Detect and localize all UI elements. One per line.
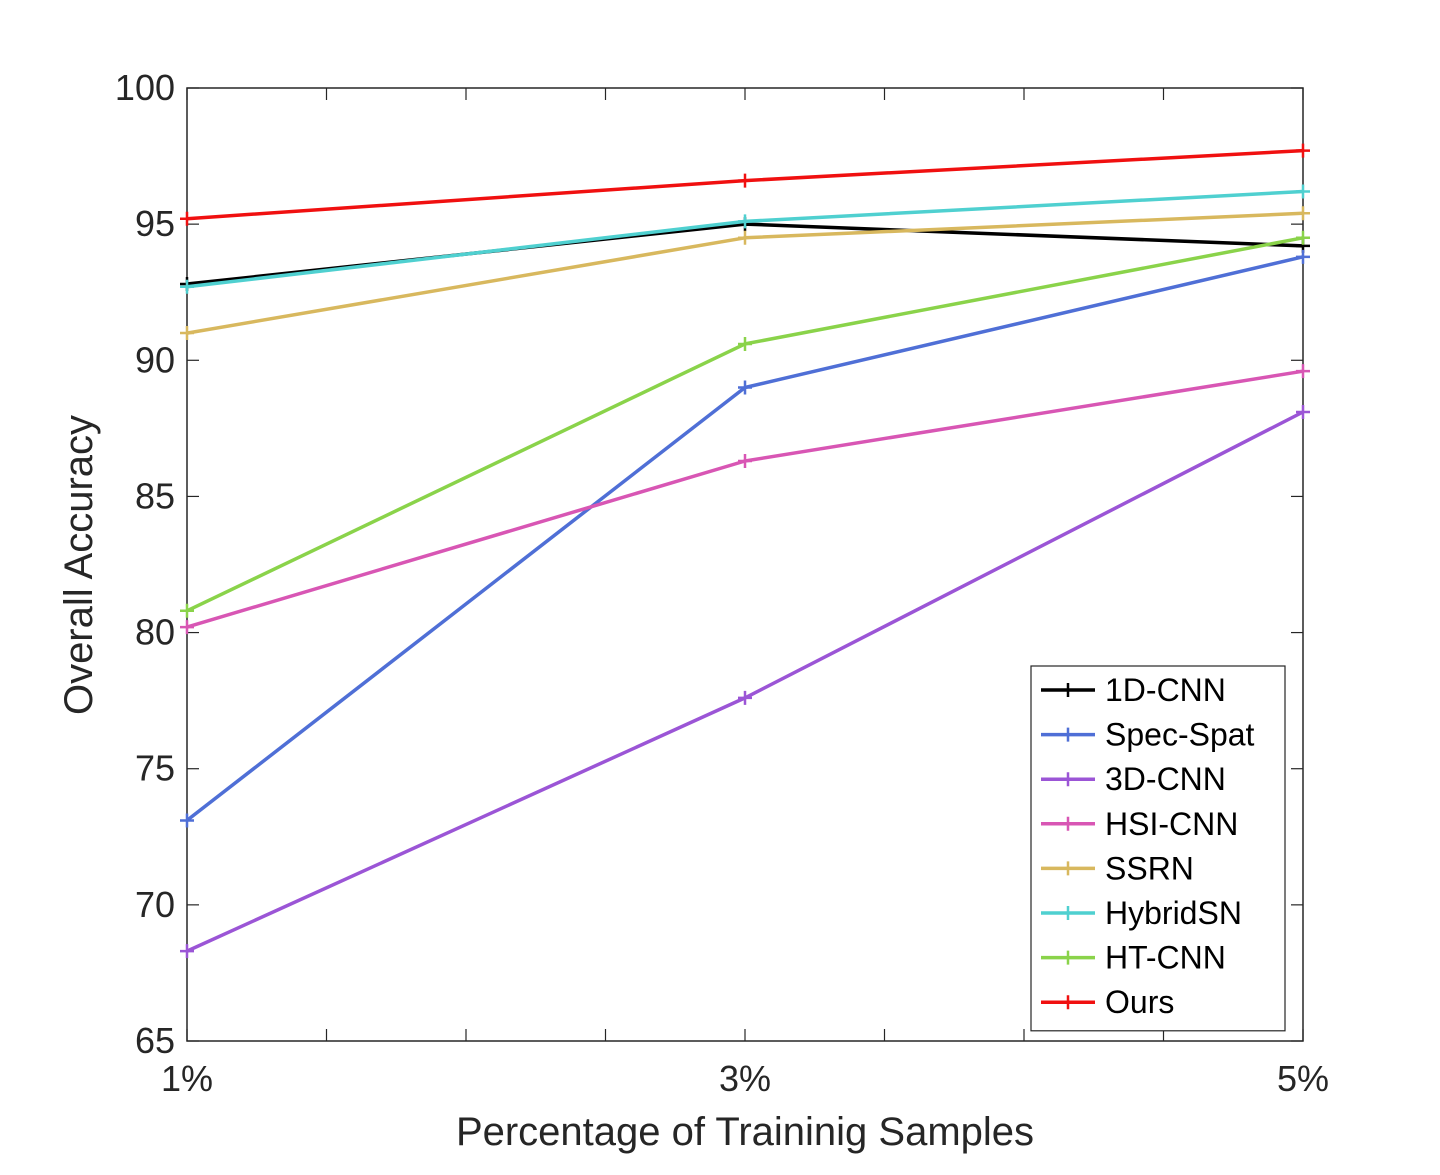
legend-label: 3D-CNN [1105, 761, 1226, 797]
x-tick-label: 1% [161, 1058, 213, 1099]
y-tick-label: 75 [135, 748, 175, 789]
legend-label: HSI-CNN [1105, 806, 1238, 842]
data-point-marker [1296, 206, 1310, 220]
data-point-marker [1296, 250, 1310, 264]
data-point-marker [180, 604, 194, 618]
legend-label: HT-CNN [1105, 940, 1226, 976]
data-point-marker [1296, 144, 1310, 158]
data-point-marker [738, 337, 752, 351]
legend-label: HybridSN [1105, 895, 1242, 931]
data-point-marker [738, 691, 752, 705]
data-point-marker [738, 231, 752, 245]
line-chart: 65 70 75 80 85 90 95 100 1% 3% 5% 1D-CNN Spec-Spat 3D… [0, 0, 1440, 1170]
y-tick-label: 80 [135, 612, 175, 653]
y-tick-label: 90 [135, 339, 175, 380]
x-axis-title: Percentage of Traininig Samples [456, 1110, 1034, 1154]
x-tick-label: 3% [719, 1058, 771, 1099]
data-point-marker [738, 454, 752, 468]
data-point-marker [1296, 184, 1310, 198]
series-line-ht-cnn [187, 238, 1303, 611]
y-tick-label: 85 [135, 475, 175, 516]
y-tick-label: 100 [115, 67, 175, 108]
y-tick-label: 95 [135, 203, 175, 244]
data-point-marker [738, 174, 752, 188]
legend-label: Spec-Spat [1105, 717, 1255, 753]
legend-label: Ours [1105, 984, 1174, 1020]
data-point-marker [1296, 231, 1310, 245]
data-point-marker [180, 326, 194, 340]
legend-label: 1D-CNN [1105, 672, 1226, 708]
x-tick-label: 5% [1277, 1058, 1329, 1099]
legend-label: SSRN [1105, 850, 1194, 886]
chart-root: 65 70 75 80 85 90 95 100 1% 3% 5% 1D-CNN Spec-Spat 3D… [0, 0, 1440, 1170]
data-point-marker [1296, 405, 1310, 419]
y-tick-label: 70 [135, 884, 175, 925]
data-point-marker [1296, 364, 1310, 378]
data-point-marker [180, 944, 194, 958]
y-axis-title: Overall Accuracy [57, 415, 101, 715]
y-tick-label: 65 [135, 1020, 175, 1061]
